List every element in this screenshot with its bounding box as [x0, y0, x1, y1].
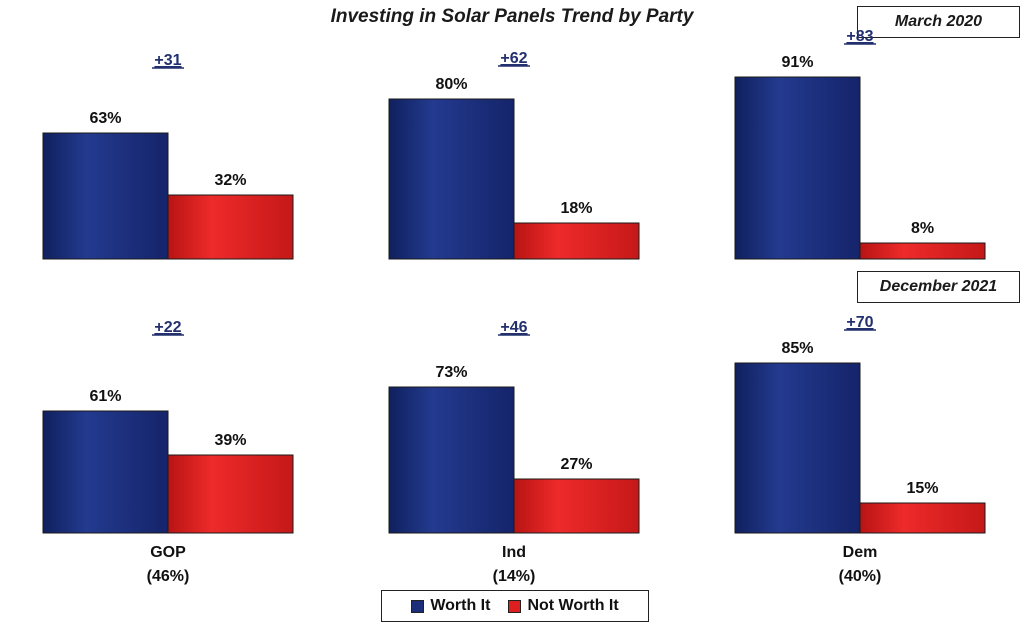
chart-legend: Worth It Not Worth It [381, 590, 649, 622]
legend-swatch-worth-it [411, 599, 425, 613]
data-label-march-2020-gop-not-worth-it: 32% [214, 172, 246, 189]
data-label-march-2020-gop-worth-it: 63% [89, 110, 121, 127]
legend-label-worth-it: Worth It [430, 597, 491, 614]
margin-label-december-2021-gop: +22 [154, 319, 181, 336]
margin-label-december-2021-ind: +46 [500, 319, 527, 336]
period-label-march-2020: March 2020 [857, 6, 1020, 38]
bar-march-2020-dem-not-worth-it [859, 242, 986, 260]
bar-december-2021-ind-worth-it [388, 386, 515, 534]
margin-label-march-2020-dem: +83 [846, 28, 873, 45]
data-label-march-2020-dem-not-worth-it: 8% [911, 220, 934, 237]
data-label-december-2021-dem-worth-it: 85% [781, 340, 813, 357]
bar-december-2021-ind-not-worth-it [513, 478, 640, 534]
data-label-december-2021-gop-not-worth-it: 39% [214, 432, 246, 449]
legend-label-not-worth-it: Not Worth It [527, 597, 619, 614]
legend-swatch-not-worth-it [508, 599, 522, 613]
data-label-december-2021-ind-not-worth-it: 27% [560, 456, 592, 473]
bar-december-2021-gop-worth-it [42, 410, 169, 534]
category-label-dem: Dem [843, 544, 878, 561]
bar-december-2021-dem-worth-it [734, 362, 861, 534]
bar-march-2020-gop-not-worth-it [167, 194, 294, 260]
category-sublabel-dem: (40%) [839, 568, 882, 585]
chart-title: Investing in Solar Panels Trend by Party [330, 6, 694, 27]
data-label-december-2021-dem-not-worth-it: 15% [906, 480, 938, 497]
legend-item-not-worth-it: Not Worth It [508, 597, 619, 615]
data-label-december-2021-ind-worth-it: 73% [435, 364, 467, 381]
bar-december-2021-dem-not-worth-it [859, 502, 986, 534]
margin-label-march-2020-gop: +31 [154, 52, 181, 69]
bar-march-2020-ind-not-worth-it [513, 222, 640, 260]
data-label-december-2021-gop-worth-it: 61% [89, 388, 121, 405]
data-label-march-2020-ind-not-worth-it: 18% [560, 200, 592, 217]
legend-item-worth-it: Worth It [411, 597, 490, 615]
category-sublabel-gop: (46%) [147, 568, 190, 585]
category-label-gop: GOP [150, 544, 186, 561]
bar-march-2020-dem-worth-it [734, 76, 861, 260]
category-sublabel-ind: (14%) [493, 568, 536, 585]
category-label-ind: Ind [502, 544, 526, 561]
bar-march-2020-gop-worth-it [42, 132, 169, 260]
data-label-march-2020-ind-worth-it: 80% [435, 76, 467, 93]
margin-label-march-2020-ind: +62 [500, 50, 527, 67]
period-label-december-2021: December 2021 [857, 271, 1020, 303]
margin-label-december-2021-dem: +70 [846, 314, 873, 331]
data-label-march-2020-dem-worth-it: 91% [781, 54, 813, 71]
bar-december-2021-gop-not-worth-it [167, 454, 294, 534]
bar-march-2020-ind-worth-it [388, 98, 515, 260]
